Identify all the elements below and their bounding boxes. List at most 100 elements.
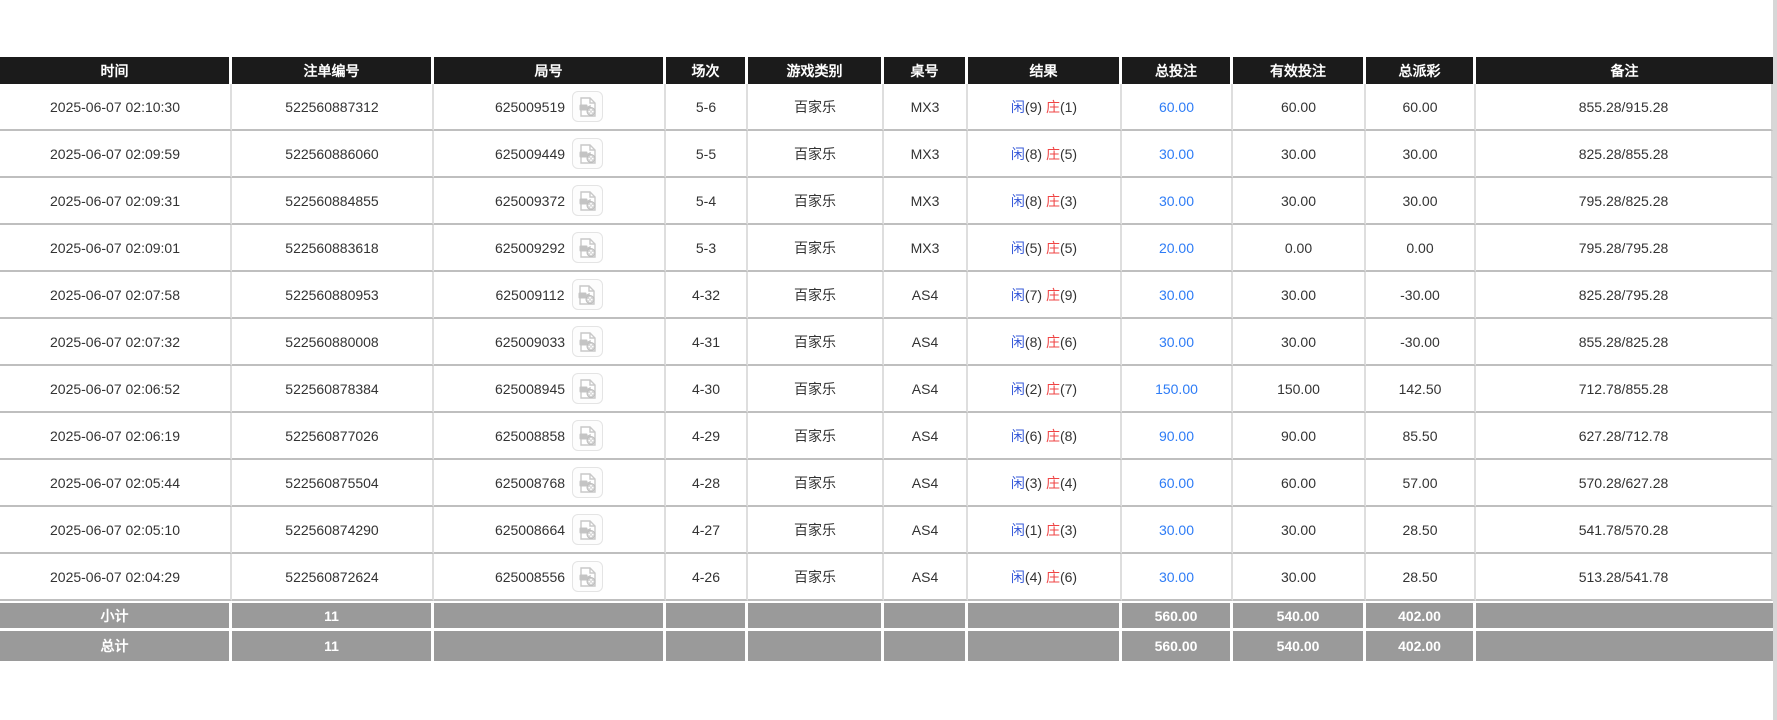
cell-session: 4-26 xyxy=(666,554,748,601)
cell-session: 5-3 xyxy=(666,225,748,272)
table-footer: 小计 11 560.00 540.00 402.00 总计 11 560.00 … xyxy=(0,601,1773,661)
table-row: 2025-06-07 02:09:31 522560884855 6250093… xyxy=(0,178,1773,225)
cell-total-bet: 30.00 xyxy=(1122,131,1233,178)
total-bet-link[interactable]: 30.00 xyxy=(1158,286,1195,303)
cell-remark: 825.28/795.28 xyxy=(1476,272,1773,319)
video-replay-button[interactable] xyxy=(572,91,604,122)
cell-result: 闲(8) 庄(6) xyxy=(968,319,1122,366)
subtotal-payout: 402.00 xyxy=(1366,601,1476,631)
total-bet-link[interactable]: 30.00 xyxy=(1158,568,1195,585)
banker-result-points: (3) xyxy=(1059,521,1078,538)
video-replay-button[interactable] xyxy=(572,373,604,404)
cell-round-no: 625008945 xyxy=(434,366,666,413)
header-row: 时间 注单编号 局号 场次 游戏类别 桌号 结果 总投注 有效投注 总派彩 备注 xyxy=(0,57,1773,84)
video-replay-button[interactable] xyxy=(572,138,604,169)
banker-result-label: 庄 xyxy=(1045,474,1060,491)
round-number: 625008858 xyxy=(494,427,566,444)
cell-game-type: 百家乐 xyxy=(748,554,884,601)
cell-remark: 795.28/825.28 xyxy=(1476,178,1773,225)
cell-table-no: AS4 xyxy=(884,272,968,319)
video-replay-button[interactable] xyxy=(572,467,604,498)
cell-round-no: 625008768 xyxy=(434,460,666,507)
col-header-total-bet: 总投注 xyxy=(1122,57,1233,84)
video-file-icon xyxy=(579,425,596,446)
video-replay-button[interactable] xyxy=(572,185,604,216)
total-bet-link[interactable]: 30.00 xyxy=(1158,521,1195,538)
total-bet-link[interactable]: 60.00 xyxy=(1158,474,1195,491)
total-valid-bet: 540.00 xyxy=(1233,631,1366,661)
video-replay-button[interactable] xyxy=(571,279,603,310)
cell-round-no: 625009372 xyxy=(434,178,666,225)
cell-bet-no: 522560887312 xyxy=(232,84,434,131)
player-result-points: (8) xyxy=(1024,192,1043,209)
total-bet-link[interactable]: 20.00 xyxy=(1158,239,1195,256)
banker-result-label: 庄 xyxy=(1045,427,1060,444)
cell-round-no: 625008556 xyxy=(434,554,666,601)
banker-result-label: 庄 xyxy=(1045,521,1060,538)
banker-result-label: 庄 xyxy=(1045,333,1060,350)
player-result-points: (6) xyxy=(1024,427,1043,444)
cell-payout: 28.50 xyxy=(1366,507,1476,554)
cell-round-no: 625009112 xyxy=(434,272,666,319)
banker-result-points: (6) xyxy=(1059,568,1078,585)
video-replay-button[interactable] xyxy=(572,420,604,451)
player-result-points: (4) xyxy=(1024,568,1043,585)
cell-table-no: AS4 xyxy=(884,319,968,366)
table-row: 2025-06-07 02:06:19 522560877026 6250088… xyxy=(0,413,1773,460)
cell-time: 2025-06-07 02:07:58 xyxy=(0,272,232,319)
table-row: 2025-06-07 02:06:52 522560878384 6250089… xyxy=(0,366,1773,413)
cell-bet-no: 522560875504 xyxy=(232,460,434,507)
video-file-icon xyxy=(579,472,596,493)
cell-result: 闲(1) 庄(3) xyxy=(968,507,1122,554)
total-bet-link[interactable]: 60.00 xyxy=(1158,98,1195,115)
round-number: 625008945 xyxy=(494,380,566,397)
cell-remark: 855.28/825.28 xyxy=(1476,319,1773,366)
player-result-label: 闲 xyxy=(1010,333,1025,350)
video-replay-button[interactable] xyxy=(572,561,604,592)
total-payout: 402.00 xyxy=(1366,631,1476,661)
total-bet-link[interactable]: 30.00 xyxy=(1158,145,1195,162)
player-result-label: 闲 xyxy=(1010,192,1025,209)
player-result-points: (2) xyxy=(1024,380,1043,397)
video-replay-button[interactable] xyxy=(572,326,604,357)
round-number: 625009292 xyxy=(494,239,566,256)
cell-valid-bet: 60.00 xyxy=(1233,84,1366,131)
subtotal-valid-bet: 540.00 xyxy=(1233,601,1366,631)
cell-table-no: AS4 xyxy=(884,460,968,507)
total-bet-link[interactable]: 150.00 xyxy=(1155,380,1198,397)
video-file-icon xyxy=(579,378,596,399)
cell-result: 闲(6) 庄(8) xyxy=(968,413,1122,460)
cell-time: 2025-06-07 02:06:52 xyxy=(0,366,232,413)
cell-session: 5-4 xyxy=(666,178,748,225)
video-file-icon xyxy=(579,519,596,540)
total-bet-link[interactable]: 30.00 xyxy=(1158,333,1195,350)
cell-valid-bet: 90.00 xyxy=(1233,413,1366,460)
banker-result-label: 庄 xyxy=(1045,380,1060,397)
cell-time: 2025-06-07 02:07:32 xyxy=(0,319,232,366)
video-file-icon xyxy=(578,284,595,305)
player-result-label: 闲 xyxy=(1010,380,1025,397)
col-header-table-no: 桌号 xyxy=(884,57,968,84)
player-result-label: 闲 xyxy=(1010,98,1025,115)
cell-total-bet: 20.00 xyxy=(1122,225,1233,272)
cell-payout: 0.00 xyxy=(1366,225,1476,272)
cell-session: 4-27 xyxy=(666,507,748,554)
cell-total-bet: 30.00 xyxy=(1122,554,1233,601)
total-bet-link[interactable]: 90.00 xyxy=(1158,427,1195,444)
vertical-scrollbar[interactable] xyxy=(1773,0,1777,720)
cell-game-type: 百家乐 xyxy=(748,460,884,507)
banker-result-label: 庄 xyxy=(1045,568,1060,585)
cell-result: 闲(8) 庄(3) xyxy=(968,178,1122,225)
total-bet-link[interactable]: 30.00 xyxy=(1158,192,1195,209)
player-result-label: 闲 xyxy=(1010,521,1025,538)
cell-table-no: AS4 xyxy=(884,413,968,460)
video-replay-button[interactable] xyxy=(572,514,604,545)
player-result-label: 闲 xyxy=(1010,145,1025,162)
video-replay-button[interactable] xyxy=(572,232,604,263)
cell-bet-no: 522560884855 xyxy=(232,178,434,225)
cell-table-no: MX3 xyxy=(884,131,968,178)
cell-payout: -30.00 xyxy=(1366,319,1476,366)
banker-result-label: 庄 xyxy=(1045,239,1060,256)
cell-time: 2025-06-07 02:06:19 xyxy=(0,413,232,460)
cell-total-bet: 150.00 xyxy=(1122,366,1233,413)
